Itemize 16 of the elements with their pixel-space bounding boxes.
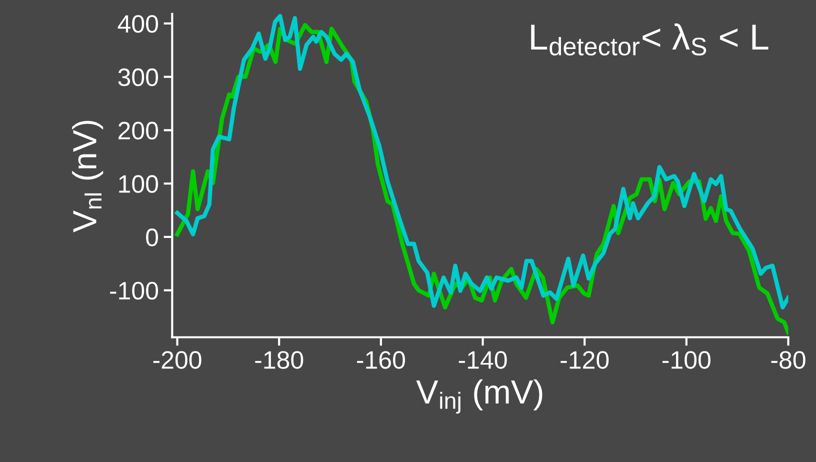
x-axis-title: V$_{inj}$ (mV): [416, 379, 542, 414]
x-tick-label: -140: [458, 351, 507, 369]
y-tick-label: 100: [119, 175, 158, 193]
x-tick-label: -120: [560, 351, 609, 369]
x-tick-label: -100: [662, 351, 710, 369]
y-tick-label: 400: [118, 15, 158, 33]
y-tick-label: 0: [146, 228, 158, 246]
x-tick-label: -160: [357, 351, 405, 369]
y-tick-label: 200: [118, 122, 158, 140]
y-tick-label: 300: [118, 68, 158, 86]
x-tick-label: -180: [255, 351, 304, 369]
y-tick-label: -100: [110, 282, 158, 300]
x-tick-label: -200: [153, 351, 202, 369]
x-tick-label: -80: [771, 351, 806, 369]
y-axis-title: V$_{nl}$ (nV): [72, 120, 104, 232]
annotation: L$_{detector}$< λ$_{S}$ < L: [531, 23, 768, 56]
